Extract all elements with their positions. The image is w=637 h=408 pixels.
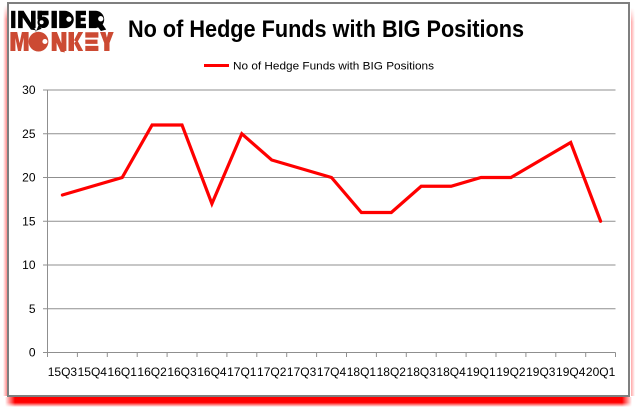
svg-text:No of Hedge Funds with BIG Pos: No of Hedge Funds with BIG Positions xyxy=(233,61,435,73)
svg-text:19Q1: 19Q1 xyxy=(466,365,496,379)
svg-text:17Q2: 17Q2 xyxy=(257,365,287,379)
svg-text:18Q2: 18Q2 xyxy=(377,365,407,379)
svg-text:19Q3: 19Q3 xyxy=(526,365,556,379)
svg-text:0: 0 xyxy=(29,346,36,360)
svg-text:5: 5 xyxy=(29,302,36,316)
svg-text:No of Hedge Funds with BIG Pos: No of Hedge Funds with BIG Positions xyxy=(128,16,524,43)
svg-text:18Q4: 18Q4 xyxy=(436,365,466,379)
svg-text:15Q4: 15Q4 xyxy=(78,365,108,379)
svg-text:20: 20 xyxy=(22,171,36,185)
svg-text:10: 10 xyxy=(22,258,36,272)
svg-text:17Q3: 17Q3 xyxy=(287,365,317,379)
svg-text:17Q4: 17Q4 xyxy=(317,365,347,379)
svg-text:15: 15 xyxy=(22,214,36,228)
svg-text:19Q4: 19Q4 xyxy=(556,365,586,379)
svg-text:15Q3: 15Q3 xyxy=(48,365,78,379)
svg-text:16Q4: 16Q4 xyxy=(197,365,227,379)
svg-text:16Q1: 16Q1 xyxy=(108,365,138,379)
svg-text:17Q1: 17Q1 xyxy=(227,365,257,379)
svg-text:18Q3: 18Q3 xyxy=(407,365,437,379)
svg-text:16Q2: 16Q2 xyxy=(137,365,167,379)
svg-text:18Q1: 18Q1 xyxy=(347,365,377,379)
svg-text:19Q2: 19Q2 xyxy=(496,365,526,379)
svg-text:16Q3: 16Q3 xyxy=(167,365,197,379)
svg-text:25: 25 xyxy=(22,127,36,141)
svg-text:20Q1: 20Q1 xyxy=(586,365,616,379)
svg-text:30: 30 xyxy=(22,83,36,97)
